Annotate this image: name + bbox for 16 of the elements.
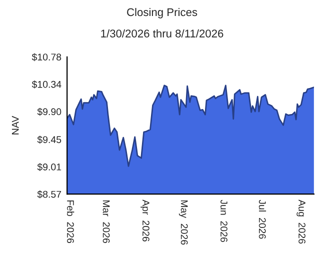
y-tick-label: $10.34 — [32, 80, 62, 88]
y-tick-label: $10.78 — [32, 53, 62, 62]
x-tick-label: Mar 2026 — [102, 200, 110, 244]
y-tick-label: $9.45 — [37, 136, 62, 144]
x-tick-label: May 2026 — [178, 200, 188, 245]
x-tick-label: Jun 2026 — [220, 200, 228, 242]
y-tick-label: $8.57 — [37, 190, 62, 198]
x-tick-label: Aug 2026 — [296, 200, 306, 244]
y-tick-label: $9.90 — [37, 108, 62, 116]
x-tick-label: Apr 2026 — [140, 200, 150, 242]
chart-subtitle: 1/30/2026 thru 8/11/2026 — [101, 29, 224, 38]
y-tick-label: $9.01 — [37, 163, 62, 171]
x-tick-label: Feb 2026 — [67, 200, 74, 244]
chart-title: Closing Prices — [127, 8, 198, 18]
y-axis-title: NAV — [12, 116, 19, 134]
x-tick-label: Jul 2026 — [258, 200, 266, 239]
